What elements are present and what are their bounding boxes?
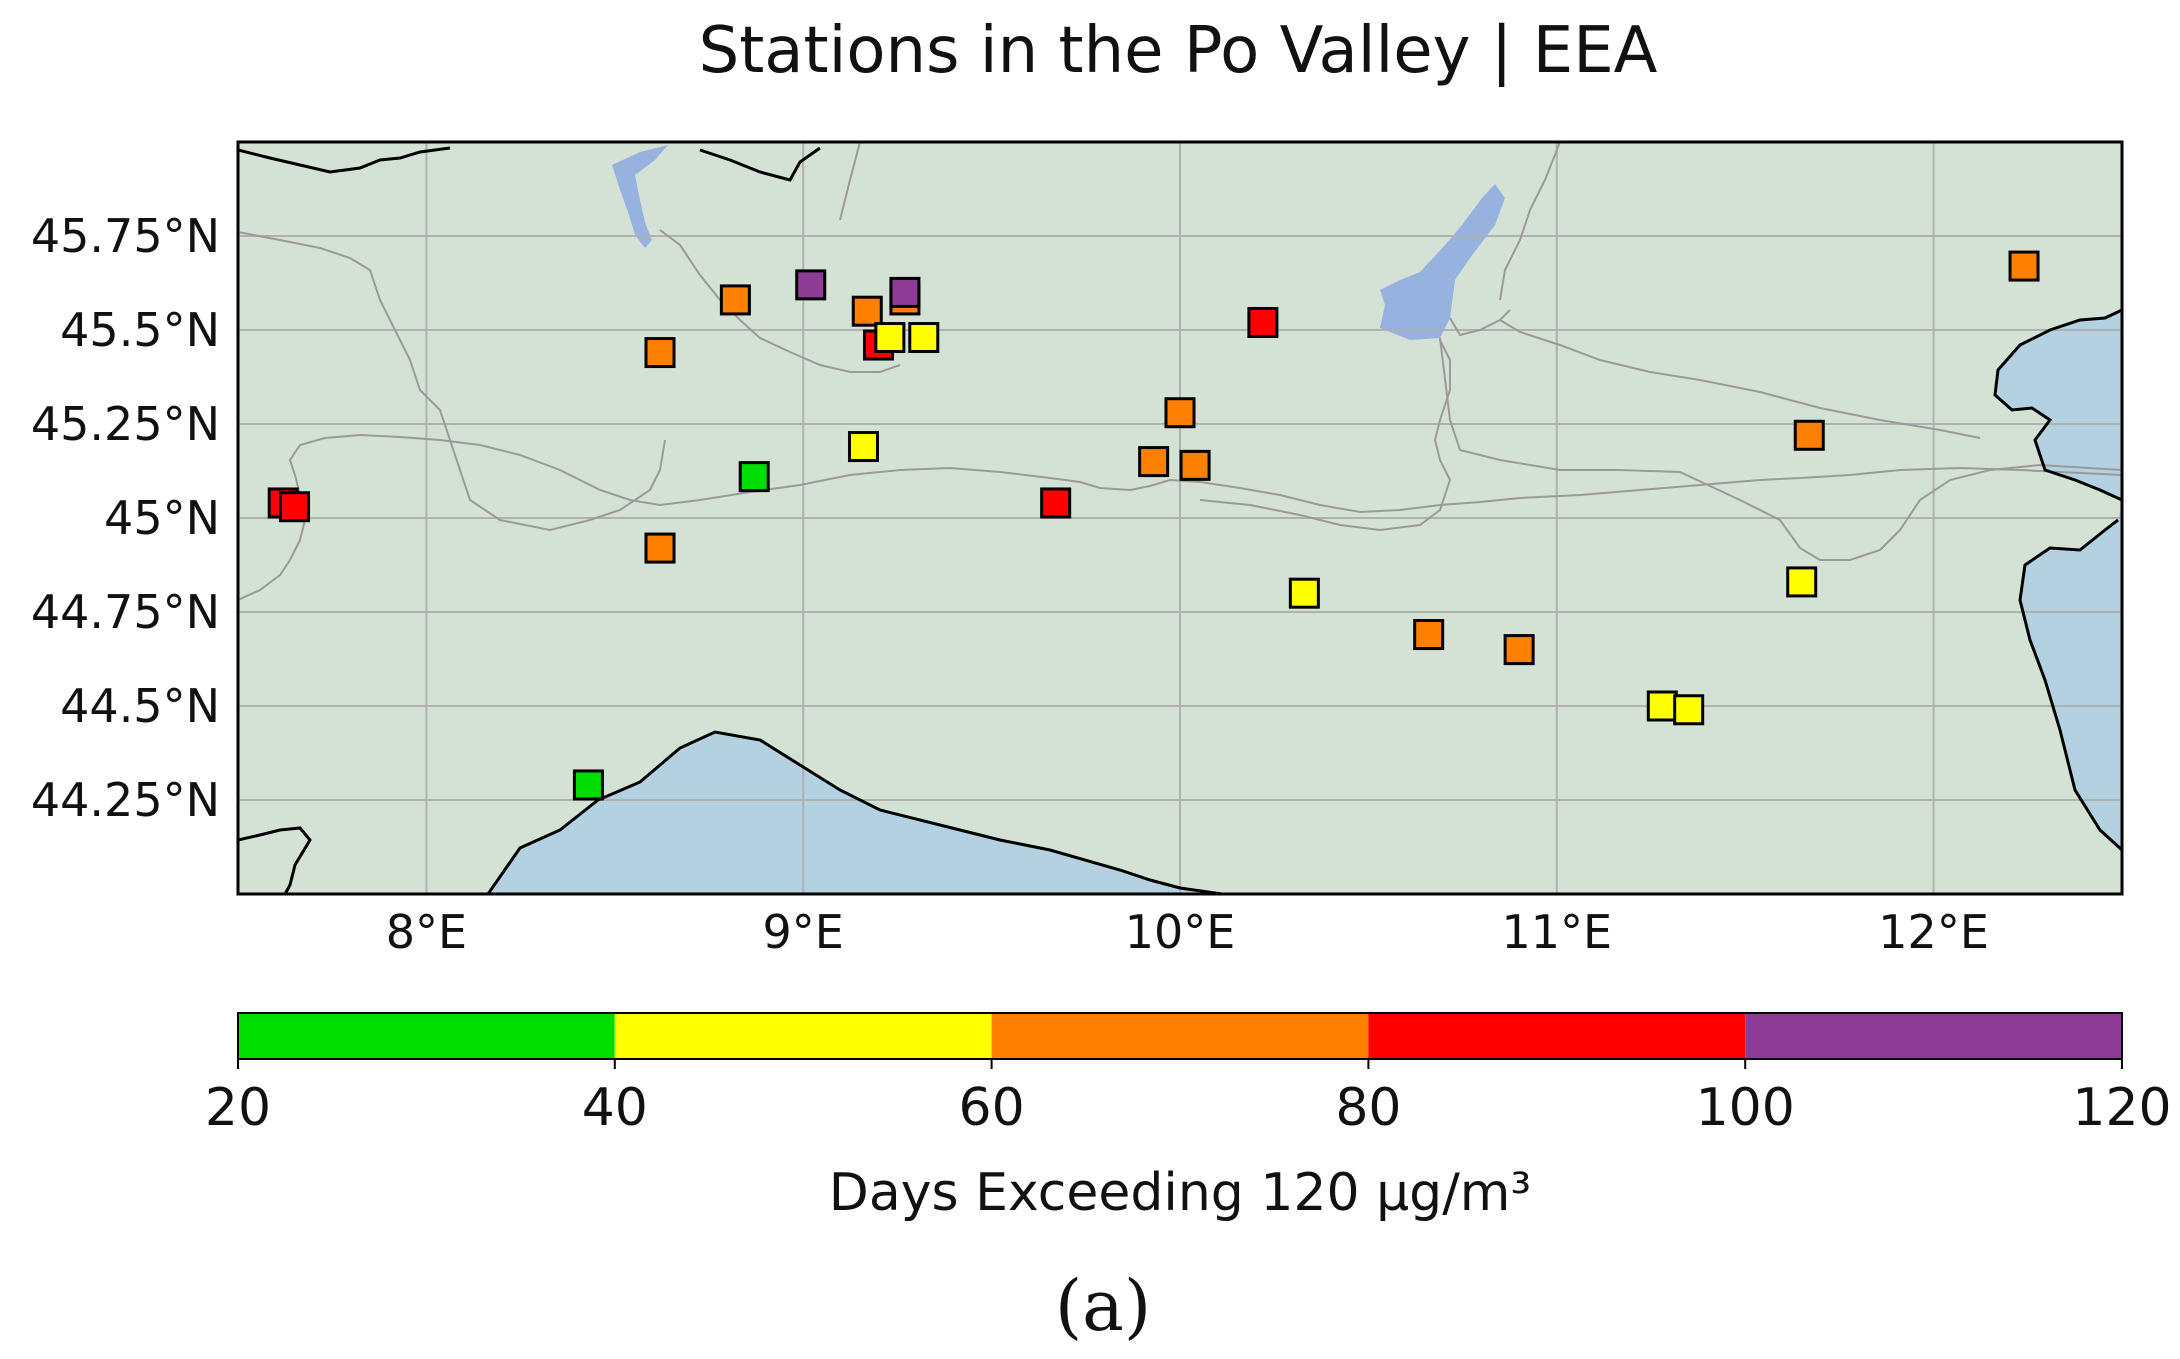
lat-tick-label: 44.5°N [60,679,220,733]
station-marker [279,491,311,523]
station-marker [1786,566,1818,598]
colorbar-label: Days Exceeding 120 μg/m³ [829,1163,1531,1223]
colorbar-tick-label: 60 [959,1078,1025,1138]
station-marker [572,769,604,801]
latitude-tick-labels: 45.75°N 45.5°N 45.25°N 45°N 44.75°N 44.5°N 44.… [31,209,220,827]
coastlines [238,146,2122,894]
panel-label: (a) [1055,1265,1151,1347]
station-marker [1503,634,1535,666]
station-marker [719,284,751,316]
lon-tick-label: 8°E [386,905,467,959]
lat-tick-label: 45.25°N [31,397,220,451]
station-marker [851,295,883,327]
station-marker [847,431,879,463]
colorbar-bin [614,1013,992,1059]
station-marker [1040,487,1072,519]
colorbar-tick-labels: 20 40 60 80 100 120 [205,1059,2172,1138]
station-marker [1288,577,1320,609]
colorbar-bin [1745,1013,2122,1059]
lake-maggiore [612,145,668,248]
station-marker [644,337,676,369]
regional-borders [238,142,2122,601]
lat-tick-label: 44.25°N [31,773,220,827]
colorbar [238,1013,2122,1059]
colorbar-tick-label: 20 [205,1078,271,1138]
station-marker [1164,397,1196,429]
lon-tick-label: 12°E [1878,905,1989,959]
colorbar-frame [237,1012,2123,1060]
colorbar-bin [1368,1013,1746,1059]
station-marker [1413,619,1445,651]
station-marker [644,532,676,564]
station-marker [1247,306,1279,338]
ligurian-sea [488,732,1222,894]
station-marker [1646,690,1678,722]
station-marker [795,269,827,301]
station-marker [1138,446,1170,478]
adriatic-sea [1995,142,2122,850]
map-area [238,142,2122,894]
lat-tick-label: 44.75°N [31,585,220,639]
station-markers [267,250,2040,801]
lon-tick-label: 11°E [1501,905,1612,959]
map-frame [236,140,2124,896]
colorbar-tick-label: 80 [1335,1078,1401,1138]
lon-tick-label: 9°E [763,905,844,959]
station-marker [1179,449,1211,481]
station-marker [738,461,770,493]
station-marker [1793,419,1825,451]
colorbar-tick-label: 100 [1696,1078,1795,1138]
station-marker [1673,694,1705,726]
station-marker [874,322,906,354]
longitude-tick-labels: 8°E 9°E 10°E 11°E 12°E [386,905,1989,959]
colorbar-bin [238,1013,615,1059]
lat-tick-label: 45.5°N [60,303,220,357]
colorbar-bin [991,1013,1369,1059]
lat-tick-label: 45°N [104,491,220,545]
lake-garda [1380,184,1505,340]
station-marker [908,322,940,354]
station-marker [889,276,921,308]
colorbar-tick-label: 120 [2072,1078,2171,1138]
colorbar-tick-label: 40 [582,1078,648,1138]
station-marker [2008,250,2040,282]
chart-title: Stations in the Po Valley | EEA [699,14,1658,88]
lat-tick-label: 45.75°N [31,209,220,263]
lon-tick-label: 10°E [1125,905,1236,959]
